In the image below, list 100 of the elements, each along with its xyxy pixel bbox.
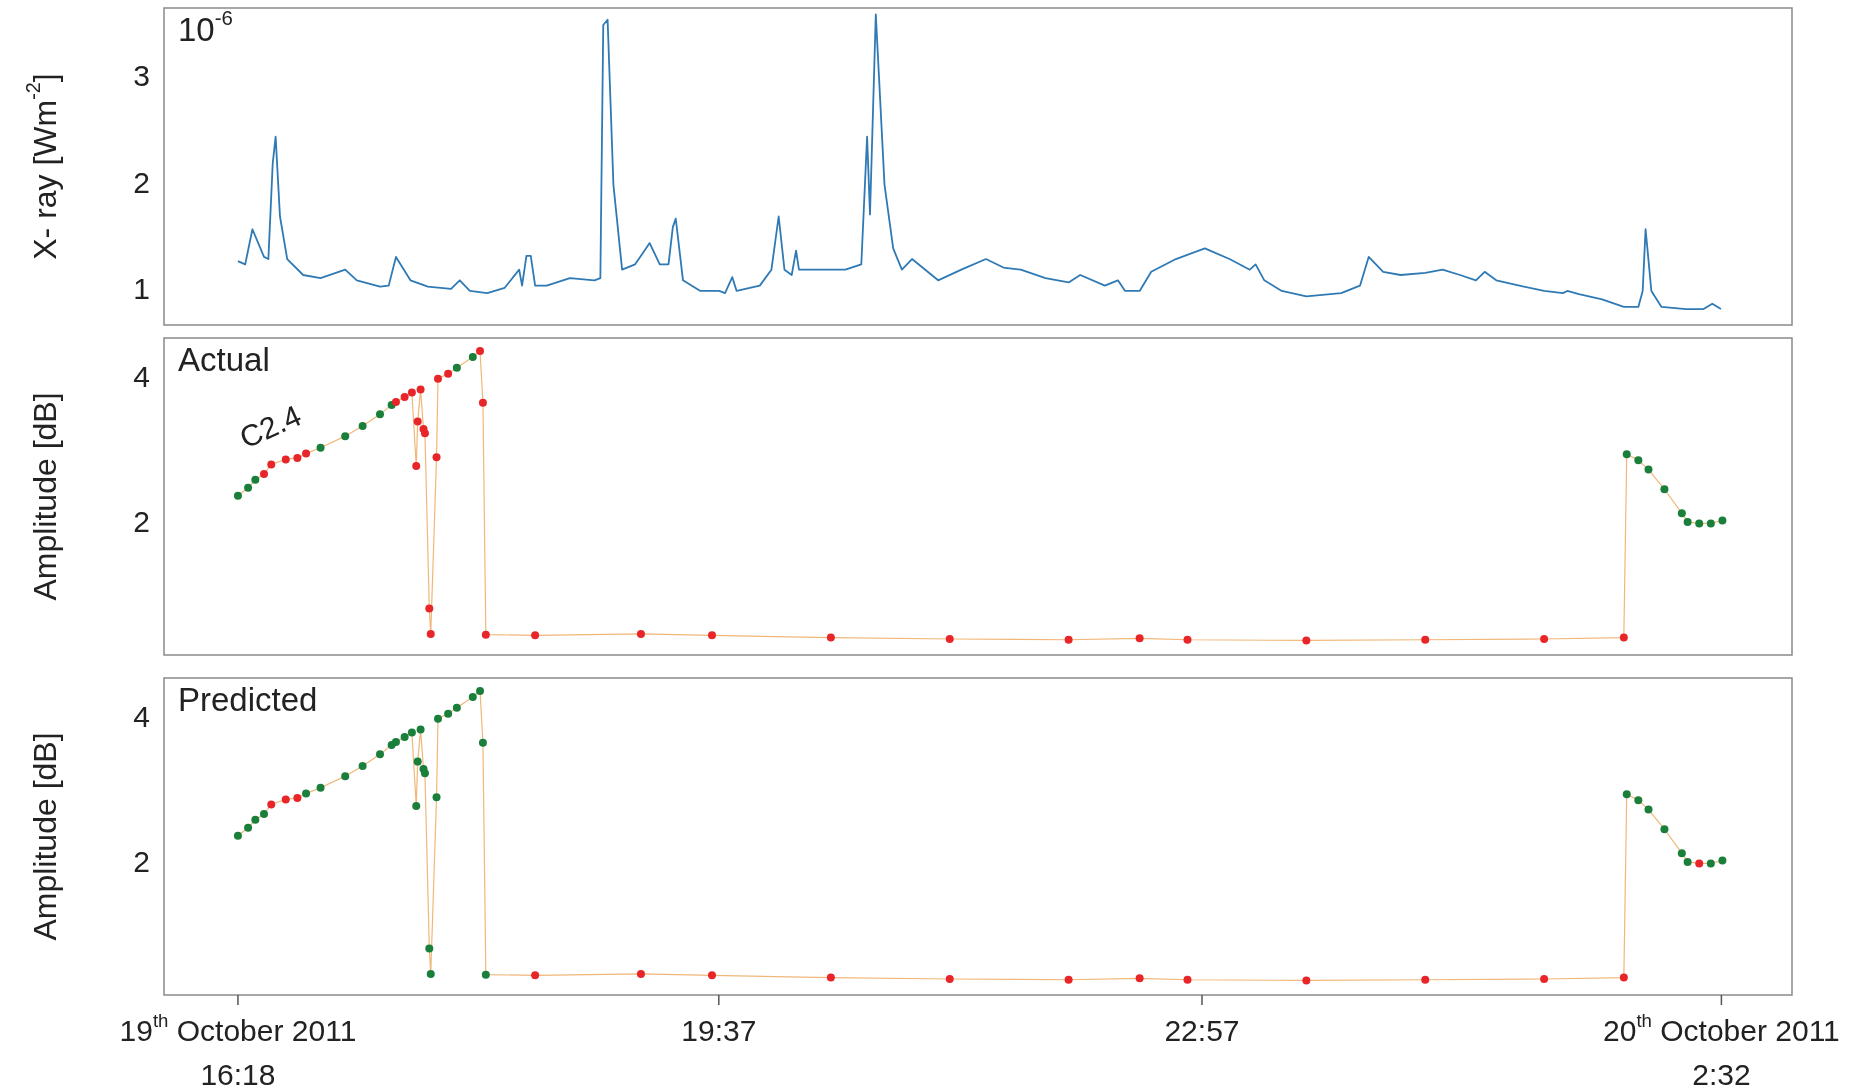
point: [481, 970, 490, 979]
point: [281, 455, 290, 464]
point: [707, 631, 716, 640]
point: [1695, 519, 1704, 528]
point: [251, 815, 260, 824]
point: [293, 793, 302, 802]
point: [444, 369, 453, 378]
annotation: Predicted: [178, 681, 318, 719]
point: [260, 469, 269, 478]
point: [433, 714, 442, 723]
point: [391, 737, 400, 746]
point: [260, 809, 269, 818]
point: [433, 374, 442, 383]
point: [391, 397, 400, 406]
point: [316, 783, 325, 792]
point: [636, 629, 645, 638]
point: [426, 629, 435, 638]
point: [1619, 633, 1628, 642]
point: [1183, 975, 1192, 984]
y-tick-label: 2: [133, 505, 150, 539]
point: [432, 793, 441, 802]
point: [1619, 973, 1628, 982]
point: [412, 801, 421, 810]
point: [1064, 635, 1073, 644]
point: [1718, 516, 1727, 525]
point: [358, 761, 367, 770]
point: [1634, 456, 1643, 465]
point: [1677, 509, 1686, 518]
point: [407, 728, 416, 737]
point: [1135, 634, 1144, 643]
point: [376, 410, 384, 419]
y-tick-label: 3: [133, 59, 150, 93]
point: [468, 352, 477, 361]
point: [1695, 859, 1704, 868]
point: [1421, 635, 1430, 644]
point: [425, 604, 434, 613]
point: [636, 969, 645, 978]
x-tick-label: 22:57: [1164, 1014, 1240, 1048]
point: [358, 421, 367, 430]
point: [413, 757, 422, 766]
point: [244, 483, 253, 492]
point: [400, 392, 409, 401]
point: [478, 738, 487, 747]
point: [1683, 857, 1692, 866]
point: [1302, 976, 1311, 985]
point: [531, 631, 540, 640]
point: [1183, 635, 1192, 644]
point: [1540, 975, 1549, 984]
annotation: Actual: [178, 341, 270, 379]
y-axis-title: X- ray [Wm-2]: [22, 73, 63, 260]
point: [420, 429, 429, 438]
point: [302, 789, 311, 798]
point: [476, 347, 485, 356]
point: [1706, 859, 1715, 868]
point: [1644, 465, 1653, 474]
point: [416, 385, 425, 394]
point: [826, 973, 835, 982]
point: [432, 453, 441, 462]
point: [1622, 790, 1631, 799]
y-tick-label: 1: [133, 272, 150, 306]
y-tick-label: 2: [133, 165, 150, 199]
point: [293, 453, 302, 462]
y-tick-label: 4: [133, 359, 150, 393]
point: [1302, 636, 1311, 645]
point: [341, 772, 350, 781]
point: [476, 687, 485, 696]
y-tick-label: 2: [133, 845, 150, 879]
point: [302, 449, 311, 458]
point: [1706, 519, 1715, 528]
point: [1540, 635, 1549, 644]
point: [1421, 975, 1430, 984]
point: [267, 800, 276, 809]
point: [707, 971, 716, 980]
annotation: C2.4: [234, 398, 306, 455]
point: [400, 732, 409, 741]
point: [1660, 485, 1669, 494]
point: [233, 831, 242, 840]
point: [945, 975, 954, 984]
point: [945, 635, 954, 644]
point: [452, 363, 461, 372]
y-tick-label: 4: [133, 699, 150, 733]
point: [531, 971, 540, 980]
y-axis-title: Amplitude [dB]: [26, 732, 63, 941]
point: [376, 750, 384, 759]
point: [1135, 974, 1144, 983]
point: [452, 703, 461, 712]
point: [267, 460, 276, 469]
point: [1718, 856, 1727, 865]
point: [244, 823, 253, 832]
point: [425, 944, 434, 953]
point: [416, 725, 425, 734]
point: [1644, 805, 1653, 814]
point: [251, 475, 260, 484]
point: [1622, 450, 1631, 459]
y-axis-title: Amplitude [dB]: [26, 392, 63, 601]
x-tick-label: 19:37: [681, 1014, 757, 1048]
point: [412, 461, 421, 470]
point: [468, 692, 477, 701]
point: [481, 630, 490, 639]
point: [826, 633, 835, 642]
